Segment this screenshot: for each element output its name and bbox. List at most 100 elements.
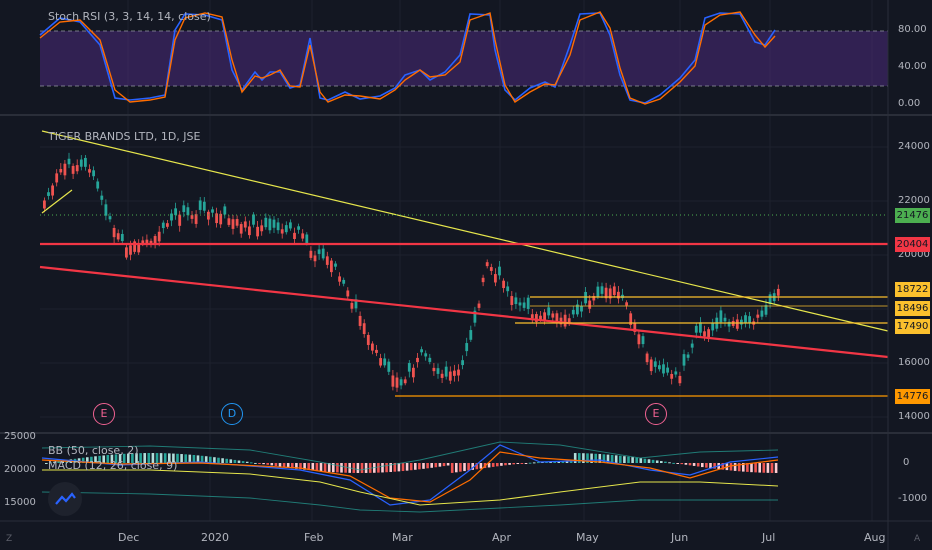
macd-histogram-bar: [254, 462, 257, 464]
candle-body: [670, 373, 674, 379]
macd-histogram-bar: [582, 453, 585, 463]
macd-histogram-bar: [524, 463, 528, 464]
symbol-title[interactable]: TIGER BRANDS LTD, 1D, JSE: [48, 130, 201, 143]
candle-body: [489, 267, 493, 271]
macd-histogram-bar: [614, 455, 618, 463]
candle-body: [293, 232, 296, 239]
candle-body: [428, 357, 432, 362]
macd-histogram-bar: [200, 455, 204, 463]
candle-body: [518, 302, 522, 306]
macd-histogram-bar: [405, 463, 409, 471]
candle-body: [666, 367, 669, 373]
macd-histogram-bar: [754, 463, 757, 473]
candle-body: [748, 316, 751, 324]
candle-body: [526, 297, 530, 309]
macd-histogram-bar: [467, 463, 470, 471]
candle-body: [55, 173, 59, 183]
macd-histogram-bar: [102, 455, 105, 463]
candle-body: [469, 330, 473, 340]
macd-histogram-bar: [315, 463, 319, 471]
candle-body: [662, 364, 665, 374]
stoch-tick-80: 80.00: [898, 24, 927, 35]
macd-histogram-bar: [729, 463, 733, 471]
time-tick-jun: Jun: [671, 531, 689, 544]
candle-body: [407, 363, 411, 372]
earnings-event-marker[interactable]: E: [645, 403, 667, 425]
candle-body: [190, 215, 194, 219]
macd-histogram-bar: [258, 463, 261, 464]
macd-histogram-bar: [307, 463, 310, 471]
macd-histogram-bar: [610, 454, 614, 463]
macd-histogram-bar: [602, 454, 606, 463]
candle-body: [350, 302, 354, 309]
macd-histogram-bar: [479, 463, 483, 469]
time-tick-may: May: [576, 531, 599, 544]
macd-histogram-bar: [721, 463, 725, 470]
candle-body: [510, 296, 514, 305]
candle-body: [559, 317, 563, 325]
macd-histogram-bar: [684, 463, 688, 465]
candle-body: [707, 329, 710, 339]
macd-histogram-bar: [672, 462, 675, 464]
macd-histogram-bar: [327, 463, 331, 472]
macd-histogram-bar: [57, 461, 60, 463]
macd-histogram-bar: [590, 453, 593, 463]
candle-body: [47, 192, 50, 196]
candle-body: [658, 365, 661, 370]
macd-histogram-bar: [557, 461, 561, 463]
candle-body: [211, 209, 214, 213]
macd-histogram-bar: [139, 453, 142, 463]
candle-body: [157, 231, 161, 242]
candle-body: [141, 240, 145, 244]
macd-histogram-bar: [266, 463, 269, 465]
macd-histogram-bar: [110, 454, 114, 463]
macd-histogram-bar: [151, 453, 155, 463]
candle-body: [690, 343, 694, 348]
tradingview-logo[interactable]: [48, 482, 82, 516]
bb-label[interactable]: BB (50, close, 2): [48, 444, 139, 457]
candle-body: [231, 219, 235, 229]
candle-body: [383, 358, 387, 366]
candle-body: [84, 157, 87, 167]
candle-body: [330, 260, 333, 273]
macd-histogram-bar: [606, 454, 610, 463]
stoch-rsi-label[interactable]: Stoch RSI (3, 3, 14, 14, close): [48, 10, 211, 23]
candle-body: [473, 310, 477, 323]
macd-histogram-bar: [573, 453, 577, 463]
candle-body: [112, 227, 116, 238]
macd-label[interactable]: MACD (12, 26, close, 9): [48, 459, 178, 472]
red-support-trendline: [39, 265, 889, 359]
candle-body: [547, 307, 551, 316]
candle-body: [645, 353, 649, 363]
candle-body: [104, 204, 108, 216]
candle-body: [440, 373, 444, 378]
candle-body: [576, 304, 579, 315]
macd-histogram-bar: [163, 453, 167, 463]
candle-body: [498, 266, 501, 276]
macd-histogram-bar: [250, 462, 253, 464]
candle-body: [494, 274, 497, 283]
macd-histogram-bar: [225, 458, 228, 463]
dividend-event-marker[interactable]: D: [221, 403, 243, 425]
price-tag-21476: 21476: [895, 208, 930, 223]
macd-histogram-bar: [696, 463, 700, 467]
candle-body: [444, 366, 448, 377]
macd-histogram-bar: [758, 463, 761, 473]
candle-body: [760, 310, 764, 317]
candle-body: [207, 211, 210, 220]
auto-scale-button[interactable]: A: [914, 534, 921, 544]
timezone-button[interactable]: Z: [6, 534, 13, 544]
price-tick-16000: 16000: [898, 357, 930, 368]
candle-body: [571, 309, 575, 315]
macd-histogram-bar: [709, 463, 712, 469]
candle-body: [522, 302, 526, 308]
candle-body: [362, 323, 366, 335]
macd-histogram-bar: [159, 453, 163, 463]
candle-body: [637, 334, 641, 345]
candle-body: [133, 241, 136, 252]
macd-histogram-bar: [53, 461, 56, 463]
earnings-event-marker[interactable]: E: [93, 403, 115, 425]
candle-body: [604, 287, 608, 299]
macd-histogram-bar: [774, 463, 778, 473]
